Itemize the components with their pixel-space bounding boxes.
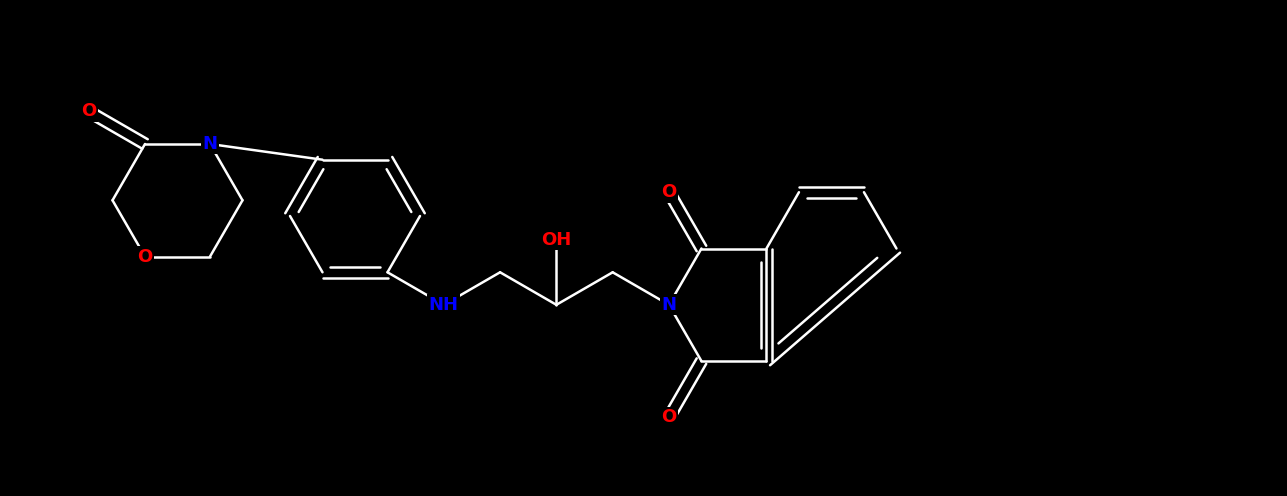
Text: NH: NH	[429, 296, 458, 314]
Text: O: O	[662, 408, 677, 427]
Text: O: O	[662, 183, 677, 201]
Text: N: N	[202, 135, 218, 153]
Text: N: N	[662, 296, 677, 314]
Text: O: O	[81, 103, 97, 121]
Text: O: O	[138, 248, 153, 265]
Text: OH: OH	[542, 231, 571, 249]
